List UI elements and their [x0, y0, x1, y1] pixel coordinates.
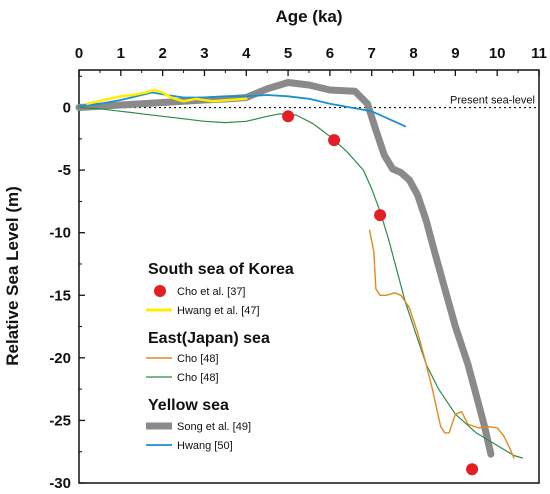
y-tick-label: -5: [58, 162, 71, 179]
legend-group-title-yellow: Yellow sea: [148, 397, 229, 414]
series-line-3: [78, 106, 523, 459]
x-tick-label: 9: [451, 45, 459, 62]
x-tick-label: 7: [368, 45, 376, 62]
series-line-1: [86, 88, 248, 106]
y-tick-label: -30: [49, 475, 71, 492]
x-tick-label: 2: [158, 45, 166, 62]
data-point-cho-37: [374, 209, 387, 222]
legend-label-cho-37: Cho et al. [37]: [177, 286, 246, 298]
series-line-2: [368, 229, 515, 459]
x-tick-label: 10: [489, 45, 506, 62]
x-axis-title: Age (ka): [275, 7, 342, 26]
y-axis-title: Relative Sea Level (m): [3, 186, 22, 366]
legend-label-hwang-50: Hwang [50]: [177, 440, 233, 452]
y-axis: 0 -5 -10 -15 -20 -25 -30: [49, 75, 85, 492]
series-layer: [75, 79, 523, 476]
x-tick-label: 8: [409, 45, 417, 62]
legend: South sea of Korea Cho et al. [37] Hwang…: [146, 261, 294, 452]
data-point-cho-37: [466, 463, 479, 476]
y-tick-label: -15: [49, 287, 71, 304]
x-tick-label: 11: [531, 45, 547, 62]
x-tick-label: 3: [200, 45, 208, 62]
x-tick-label: 6: [326, 45, 334, 62]
y-tick-label: -20: [49, 350, 71, 367]
data-point-cho-37: [282, 110, 295, 123]
y-tick-label: -25: [49, 412, 71, 429]
legend-label-song-49: Song et al. [49]: [177, 421, 251, 433]
legend-marker-cho-37: [154, 285, 166, 297]
legend-group-title-east: East(Japan) sea: [148, 330, 270, 347]
legend-label-cho-48-green: Cho [48]: [177, 372, 219, 384]
x-tick-label: 0: [75, 45, 83, 62]
x-axis: 0 1 2 3 4 5 6 7 8 9 10 11: [75, 45, 547, 76]
legend-group-title-south: South sea of Korea: [148, 261, 294, 278]
x-tick-label: 4: [242, 45, 251, 62]
series-line-5: [78, 91, 407, 128]
y-tick-label: 0: [63, 100, 71, 117]
x-tick-label: 1: [117, 45, 125, 62]
legend-label-hwang-47: Hwang et al. [47]: [177, 305, 260, 317]
y-tick-label: -10: [49, 225, 71, 242]
data-point-cho-37: [328, 134, 341, 147]
x-tick-label: 5: [284, 45, 292, 62]
present-sea-level-label: Present sea-level: [450, 95, 535, 107]
legend-label-cho-48-orange: Cho [48]: [177, 353, 219, 365]
